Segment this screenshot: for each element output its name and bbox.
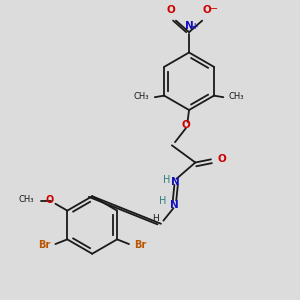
Text: H: H <box>159 196 167 206</box>
Text: CH₃: CH₃ <box>134 92 149 101</box>
Text: +: + <box>192 22 198 32</box>
Text: O: O <box>45 195 53 205</box>
Text: −: − <box>210 4 218 14</box>
Text: N: N <box>170 200 179 210</box>
Text: Br: Br <box>134 240 147 250</box>
Text: O: O <box>167 5 176 15</box>
Text: H: H <box>152 214 159 223</box>
Text: O: O <box>202 5 211 15</box>
Text: CH₃: CH₃ <box>19 196 34 205</box>
Text: H: H <box>163 175 170 185</box>
Text: Br: Br <box>38 240 50 250</box>
Text: N: N <box>171 178 179 188</box>
Text: O: O <box>182 120 190 130</box>
Text: O: O <box>217 154 226 164</box>
Text: N: N <box>185 21 194 31</box>
Text: CH₃: CH₃ <box>229 92 244 101</box>
